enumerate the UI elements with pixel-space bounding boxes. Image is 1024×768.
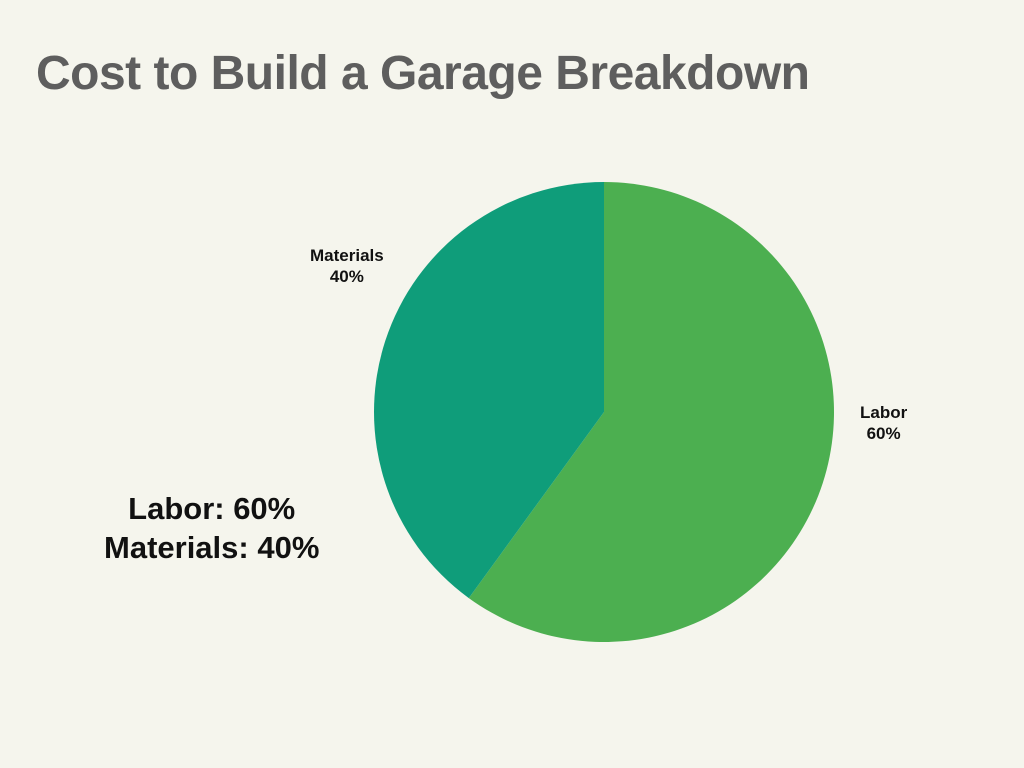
- chart-canvas: Cost to Build a Garage Breakdown Labor 6…: [0, 0, 1024, 768]
- slice-label-labor-name: Labor: [860, 402, 907, 423]
- summary-line-1: Labor: 60%: [104, 490, 319, 529]
- pie-chart: [0, 0, 1024, 768]
- slice-label-materials-value: 40%: [310, 266, 384, 287]
- slice-label-labor: Labor 60%: [860, 402, 907, 445]
- pie-slices: [374, 182, 834, 642]
- summary-line-2: Materials: 40%: [104, 529, 319, 568]
- summary-text: Labor: 60% Materials: 40%: [104, 490, 319, 568]
- slice-label-labor-value: 60%: [860, 423, 907, 444]
- slice-label-materials: Materials 40%: [310, 245, 384, 288]
- slice-label-materials-name: Materials: [310, 245, 384, 266]
